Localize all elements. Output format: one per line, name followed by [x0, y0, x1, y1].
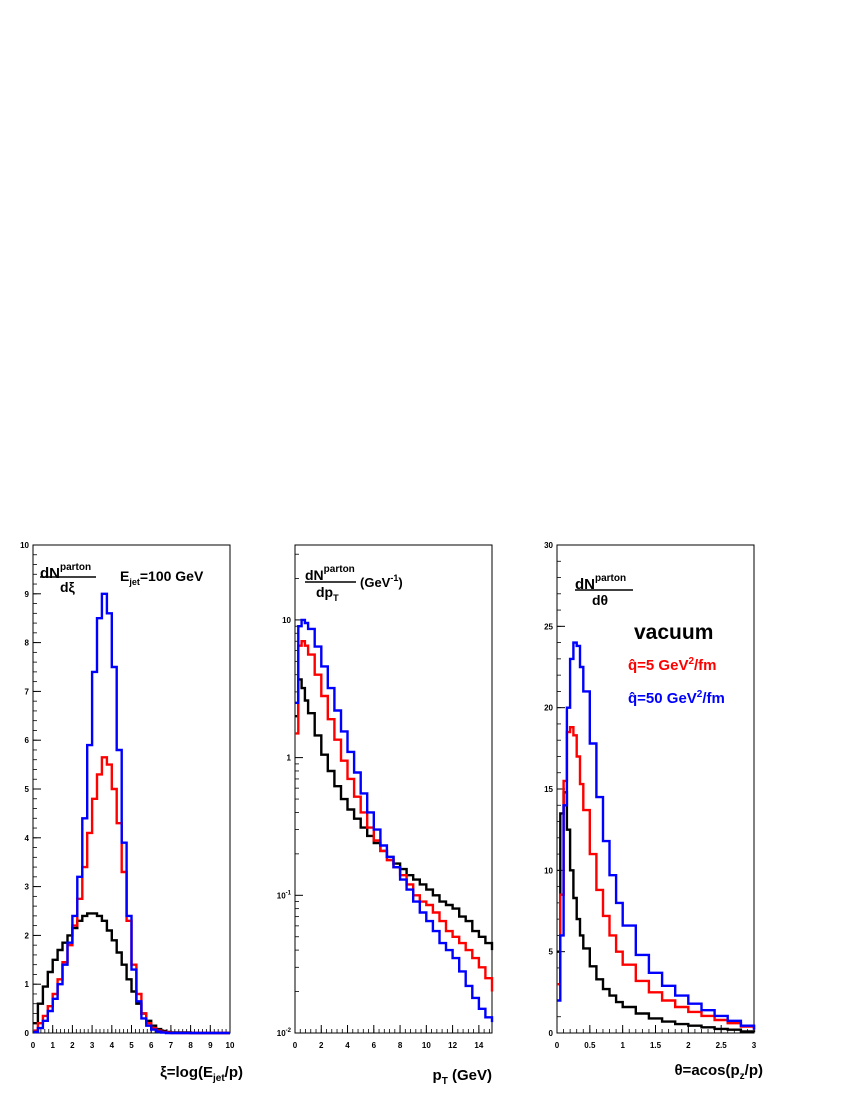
ylabel-denominator: dξ — [60, 579, 76, 595]
x-tick-label: 3 — [90, 1041, 95, 1050]
y-tick-label: 10 — [20, 541, 29, 550]
y-tick-label: 3 — [25, 883, 30, 892]
series-line-q5 — [557, 726, 756, 1030]
y-tick-label: 0 — [549, 1029, 554, 1038]
tick-group: 0 2 4 6 8 10 12 14 10-2 10-1 1 10 — [277, 553, 490, 1050]
x-tick-label: 8 — [398, 1041, 403, 1050]
x-tick-label: 9 — [208, 1041, 213, 1050]
y-tick-label: 1 — [287, 754, 292, 763]
x-tick-label: 1.5 — [650, 1041, 662, 1050]
panel-pt: 0 2 4 6 8 10 12 14 10-2 10-1 1 10 dNparton dpT (GeV… — [277, 544, 494, 1087]
x-tick-label: 4 — [110, 1041, 115, 1050]
legend-title: vacuum — [634, 621, 713, 644]
x-tick-label: 12 — [448, 1041, 457, 1050]
series-line-vacuum — [295, 678, 494, 951]
y-tick-label: 1 — [25, 980, 30, 989]
ylabel-sup: parton — [60, 562, 91, 573]
y-tick-label: 10 — [544, 866, 553, 875]
series-group — [557, 641, 756, 1033]
y-tick-label: 6 — [25, 736, 30, 745]
y-tick-label: 5 — [25, 785, 30, 794]
y-tick-label: 2 — [25, 931, 30, 940]
series-group — [33, 592, 230, 1035]
x-tick-label: 0 — [293, 1041, 298, 1050]
series-line-q5 — [295, 640, 494, 992]
ylabel-numerator: dNparton — [305, 564, 355, 583]
series-line-vacuum — [557, 791, 756, 1033]
y-tick-label: 20 — [544, 704, 553, 713]
plot-frame — [294, 544, 493, 1034]
x-tick-label: 14 — [474, 1041, 483, 1050]
x-axis-title: ξ=log(Ejet/p) — [160, 1064, 243, 1084]
y-tick-label: 30 — [544, 541, 553, 550]
ylabel-dN: dN — [40, 565, 60, 582]
x-tick-label: 5 — [129, 1041, 134, 1050]
x-tick-label: 3 — [752, 1041, 757, 1050]
y-tick-label: 8 — [25, 639, 30, 648]
x-tick-label: 2.5 — [716, 1041, 728, 1050]
y-tick-label: 9 — [25, 590, 30, 599]
panel-xi: 0 1 2 3 4 5 6 7 8 9 10 0 1 2 3 4 5 6 7 8 9 10 dNparton dξ Eje… — [20, 541, 243, 1084]
x-tick-label: 2 — [686, 1041, 691, 1050]
y-tick-label: 15 — [544, 785, 553, 794]
legend-entry-q50: q̂=50 GeV2/fm — [628, 689, 725, 707]
energy-annotation: Ejet=100 GeV — [120, 568, 204, 587]
tick-group: 0 1 2 3 4 5 6 7 8 9 10 0 1 2 3 4 5 6 7 8 9 10 — [20, 541, 235, 1050]
x-tick-label: 6 — [372, 1041, 377, 1050]
x-tick-label: 0 — [31, 1041, 36, 1050]
series-group — [295, 618, 494, 1023]
x-axis-title: θ=acos(pz/p) — [674, 1062, 763, 1082]
x-tick-label: 4 — [345, 1041, 350, 1050]
x-tick-label: 2 — [70, 1041, 75, 1050]
legend-entry-q5: q̂=5 GeV2/fm — [628, 656, 717, 674]
ylabel-unit: (GeV-1) — [360, 573, 403, 590]
y-tick-label: 4 — [25, 834, 30, 843]
x-tick-label: 2 — [319, 1041, 324, 1050]
y-tick-label: 0 — [25, 1029, 30, 1038]
series-line-q50 — [557, 641, 756, 1030]
x-tick-label: 7 — [169, 1041, 174, 1050]
ylabel-numerator: dNparton — [575, 573, 626, 593]
x-tick-label: 0 — [555, 1041, 560, 1050]
y-tick-label: 10-1 — [277, 890, 292, 900]
y-tick-label: 25 — [544, 622, 553, 631]
y-tick-label: 7 — [25, 687, 30, 696]
plot-frame — [556, 544, 755, 1034]
ylabel-denominator: dpT — [316, 584, 339, 603]
x-tick-label: 10 — [226, 1041, 235, 1050]
ylabel-denominator: dθ — [592, 592, 608, 608]
x-tick-label: 8 — [188, 1041, 193, 1050]
x-tick-label: 6 — [149, 1041, 154, 1050]
x-axis-title: pT (GeV) — [433, 1067, 492, 1087]
y-tick-label: 5 — [549, 948, 554, 957]
x-tick-label: 10 — [422, 1041, 431, 1050]
series-line-q50 — [295, 618, 494, 1023]
series-line-q50 — [33, 592, 230, 1035]
x-tick-label: 1 — [620, 1041, 625, 1050]
y-tick-label: 10 — [282, 616, 291, 625]
x-tick-label: 1 — [50, 1041, 55, 1050]
x-tick-label: 0.5 — [584, 1041, 596, 1050]
y-tick-label: 10-2 — [277, 1028, 292, 1038]
